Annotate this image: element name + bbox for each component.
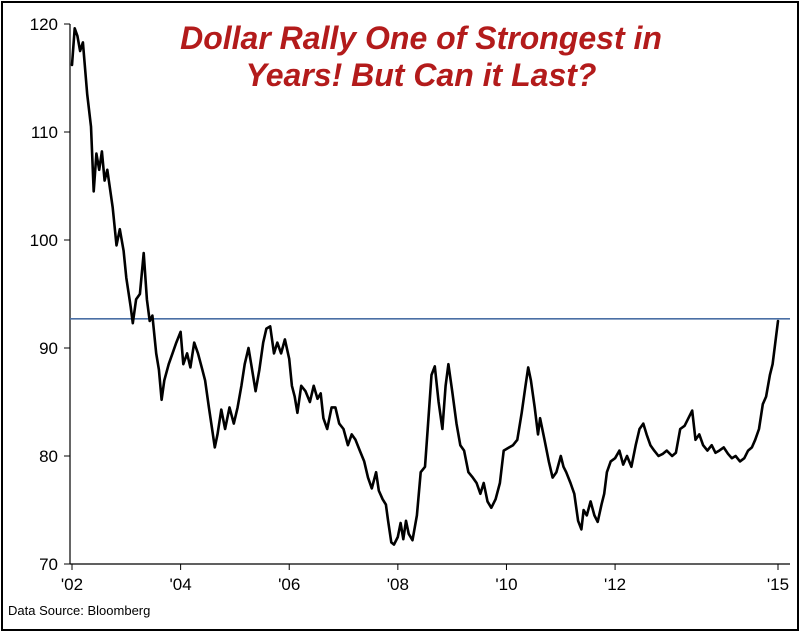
chart-title-line-1: Dollar Rally One of Strongest in xyxy=(180,20,662,56)
x-tick-label: '10 xyxy=(495,575,517,594)
data-source-note: Data Source: Bloomberg xyxy=(8,603,150,618)
x-tick-label: '04 xyxy=(170,575,192,594)
x-tick-label: '02 xyxy=(61,575,83,594)
chart-title-line-2: Years! But Can it Last? xyxy=(246,57,597,93)
x-tick-label: '12 xyxy=(604,575,626,594)
series-line xyxy=(70,27,780,546)
x-tick-label: '08 xyxy=(387,575,409,594)
x-tick-label: '06 xyxy=(278,575,300,594)
y-tick-label: 80 xyxy=(39,447,58,466)
y-tick-label: 110 xyxy=(31,123,58,142)
y-tick-label: 90 xyxy=(39,339,58,358)
y-tick-label: 120 xyxy=(30,15,58,34)
x-tick-label: '15 xyxy=(767,575,789,594)
y-tick-label: 70 xyxy=(39,555,58,574)
y-tick-label: 100 xyxy=(30,231,58,250)
